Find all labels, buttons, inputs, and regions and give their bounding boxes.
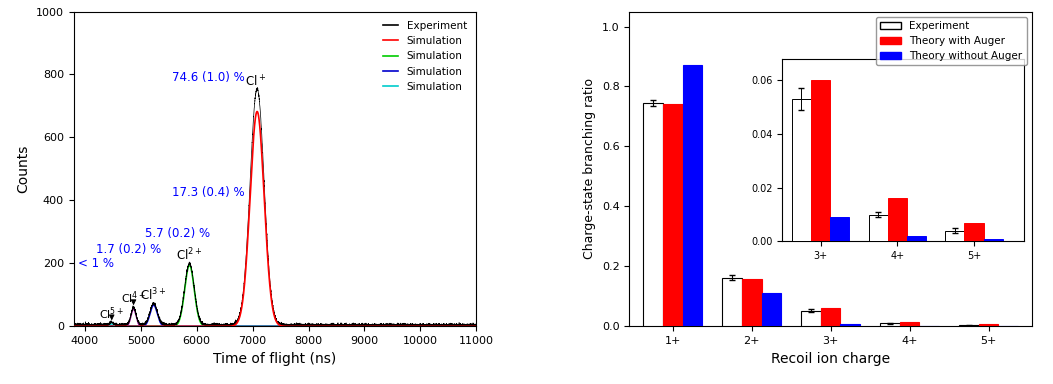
Y-axis label: Counts: Counts <box>17 145 31 193</box>
Bar <box>959 325 978 326</box>
Bar <box>761 293 781 326</box>
Text: 5.7 (0.2) %: 5.7 (0.2) % <box>145 227 211 240</box>
Text: 74.6 (1.0) %: 74.6 (1.0) % <box>172 71 245 84</box>
X-axis label: Time of flight (ns): Time of flight (ns) <box>214 352 337 366</box>
Legend: Experiment, Simulation, Simulation, Simulation, Simulation: Experiment, Simulation, Simulation, Simu… <box>379 17 471 96</box>
Bar <box>682 66 702 326</box>
Bar <box>722 278 741 326</box>
Bar <box>643 103 663 326</box>
Bar <box>840 324 860 326</box>
Bar <box>663 104 682 326</box>
Bar <box>801 311 820 326</box>
Bar <box>899 322 919 326</box>
X-axis label: Recoil ion charge: Recoil ion charge <box>771 352 890 366</box>
Legend: Experiment, Theory with Auger, Theory without Auger: Experiment, Theory with Auger, Theory wi… <box>876 17 1027 66</box>
Text: < 1 %: < 1 % <box>78 257 114 270</box>
Text: Cl$^{5+}$: Cl$^{5+}$ <box>99 305 124 322</box>
Text: 17.3 (0.4) %: 17.3 (0.4) % <box>172 186 244 199</box>
Bar <box>978 324 998 326</box>
Text: Cl$^{2+}$: Cl$^{2+}$ <box>176 247 202 263</box>
Text: Cl$^+$: Cl$^+$ <box>245 75 266 90</box>
Bar <box>741 279 761 326</box>
Text: Cl$^{4+}$: Cl$^{4+}$ <box>121 290 146 306</box>
Bar <box>880 323 899 326</box>
Text: Cl$^{3+}$: Cl$^{3+}$ <box>140 287 166 304</box>
Y-axis label: Charge-state branching ratio: Charge-state branching ratio <box>583 78 596 260</box>
Text: 1.7 (0.2) %: 1.7 (0.2) % <box>96 243 161 257</box>
Bar <box>820 308 840 326</box>
